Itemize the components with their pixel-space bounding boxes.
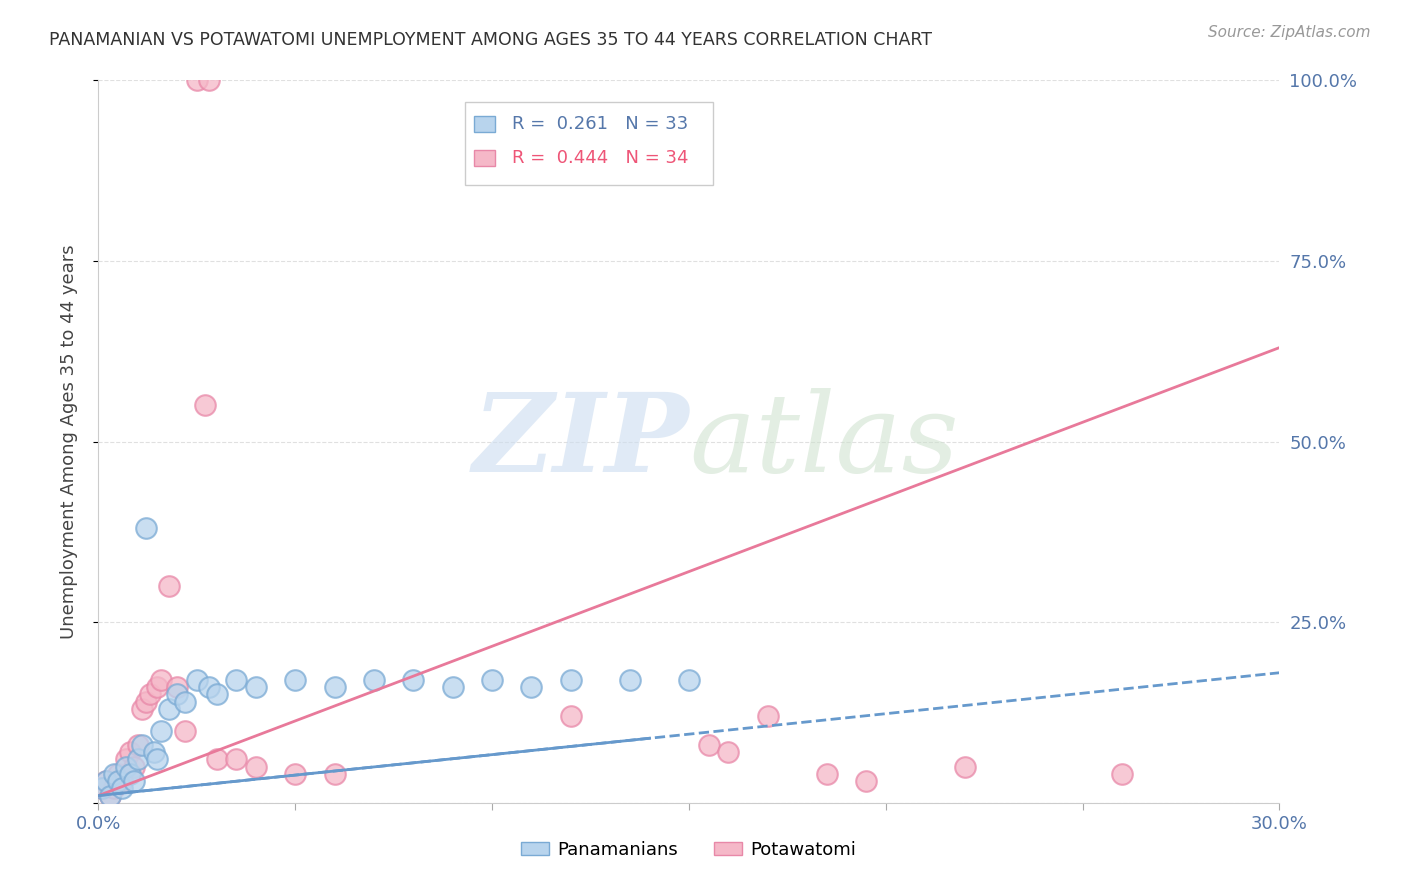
Point [138,687,160,701]
Point [91,781,114,796]
Point [402,673,425,687]
Point [174,695,197,709]
Point [150,673,173,687]
Point [98,789,121,803]
Point [146,752,169,766]
Point [481,673,503,687]
Point [118,767,141,781]
Point [122,774,145,789]
Point [127,738,149,752]
Point [520,680,543,694]
Point [118,745,141,759]
Text: PANAMANIAN VS POTAWATOMI UNEMPLOYMENT AMONG AGES 35 TO 44 YEARS CORRELATION CHAR: PANAMANIAN VS POTAWATOMI UNEMPLOYMENT AM… [49,31,932,49]
Point [756,709,779,723]
Point [197,73,219,87]
Point [150,723,173,738]
Point [127,752,149,766]
Point [245,760,267,774]
Point [697,738,720,752]
Point [157,702,180,716]
Point [205,687,228,701]
FancyBboxPatch shape [474,151,495,166]
Point [441,680,464,694]
Point [284,673,307,687]
Point [619,673,641,687]
Point [135,521,157,535]
Point [560,709,582,723]
Text: R =  0.261   N = 33: R = 0.261 N = 33 [512,115,688,133]
Point [186,73,208,87]
Point [815,767,838,781]
Point [115,752,138,766]
Point [194,398,217,412]
Text: atlas: atlas [689,388,959,495]
Point [205,752,228,766]
Text: ZIP: ZIP [472,388,689,495]
Point [131,738,153,752]
Point [166,680,188,694]
Point [98,789,121,803]
Point [174,723,197,738]
Point [323,767,346,781]
Point [122,760,145,774]
Point [107,767,129,781]
Point [96,774,118,789]
FancyBboxPatch shape [474,116,495,132]
Point [560,673,582,687]
Point [107,774,129,789]
Point [111,781,134,796]
Text: R =  0.444   N = 34: R = 0.444 N = 34 [512,149,689,168]
Point [111,774,134,789]
Point [96,774,118,789]
Point [186,673,208,687]
Point [146,680,169,694]
Point [717,745,740,759]
Text: Source: ZipAtlas.com: Source: ZipAtlas.com [1208,25,1371,40]
Point [953,760,976,774]
Legend: Panamanians, Potawatomi: Panamanians, Potawatomi [515,834,863,866]
Point [323,680,346,694]
Point [142,745,165,759]
Point [245,680,267,694]
Y-axis label: Unemployment Among Ages 35 to 44 years: Unemployment Among Ages 35 to 44 years [59,244,77,639]
Point [131,702,153,716]
Point [115,760,138,774]
FancyBboxPatch shape [464,102,713,185]
Point [166,687,188,701]
Point [91,781,114,796]
Point [157,579,180,593]
Point [225,752,247,766]
Point [1111,767,1133,781]
Point [855,774,877,789]
Point [103,781,125,796]
Point [363,673,385,687]
Point [284,767,307,781]
Point [135,695,157,709]
Point [103,767,125,781]
Point [197,680,219,694]
Point [225,673,247,687]
Point [678,673,700,687]
